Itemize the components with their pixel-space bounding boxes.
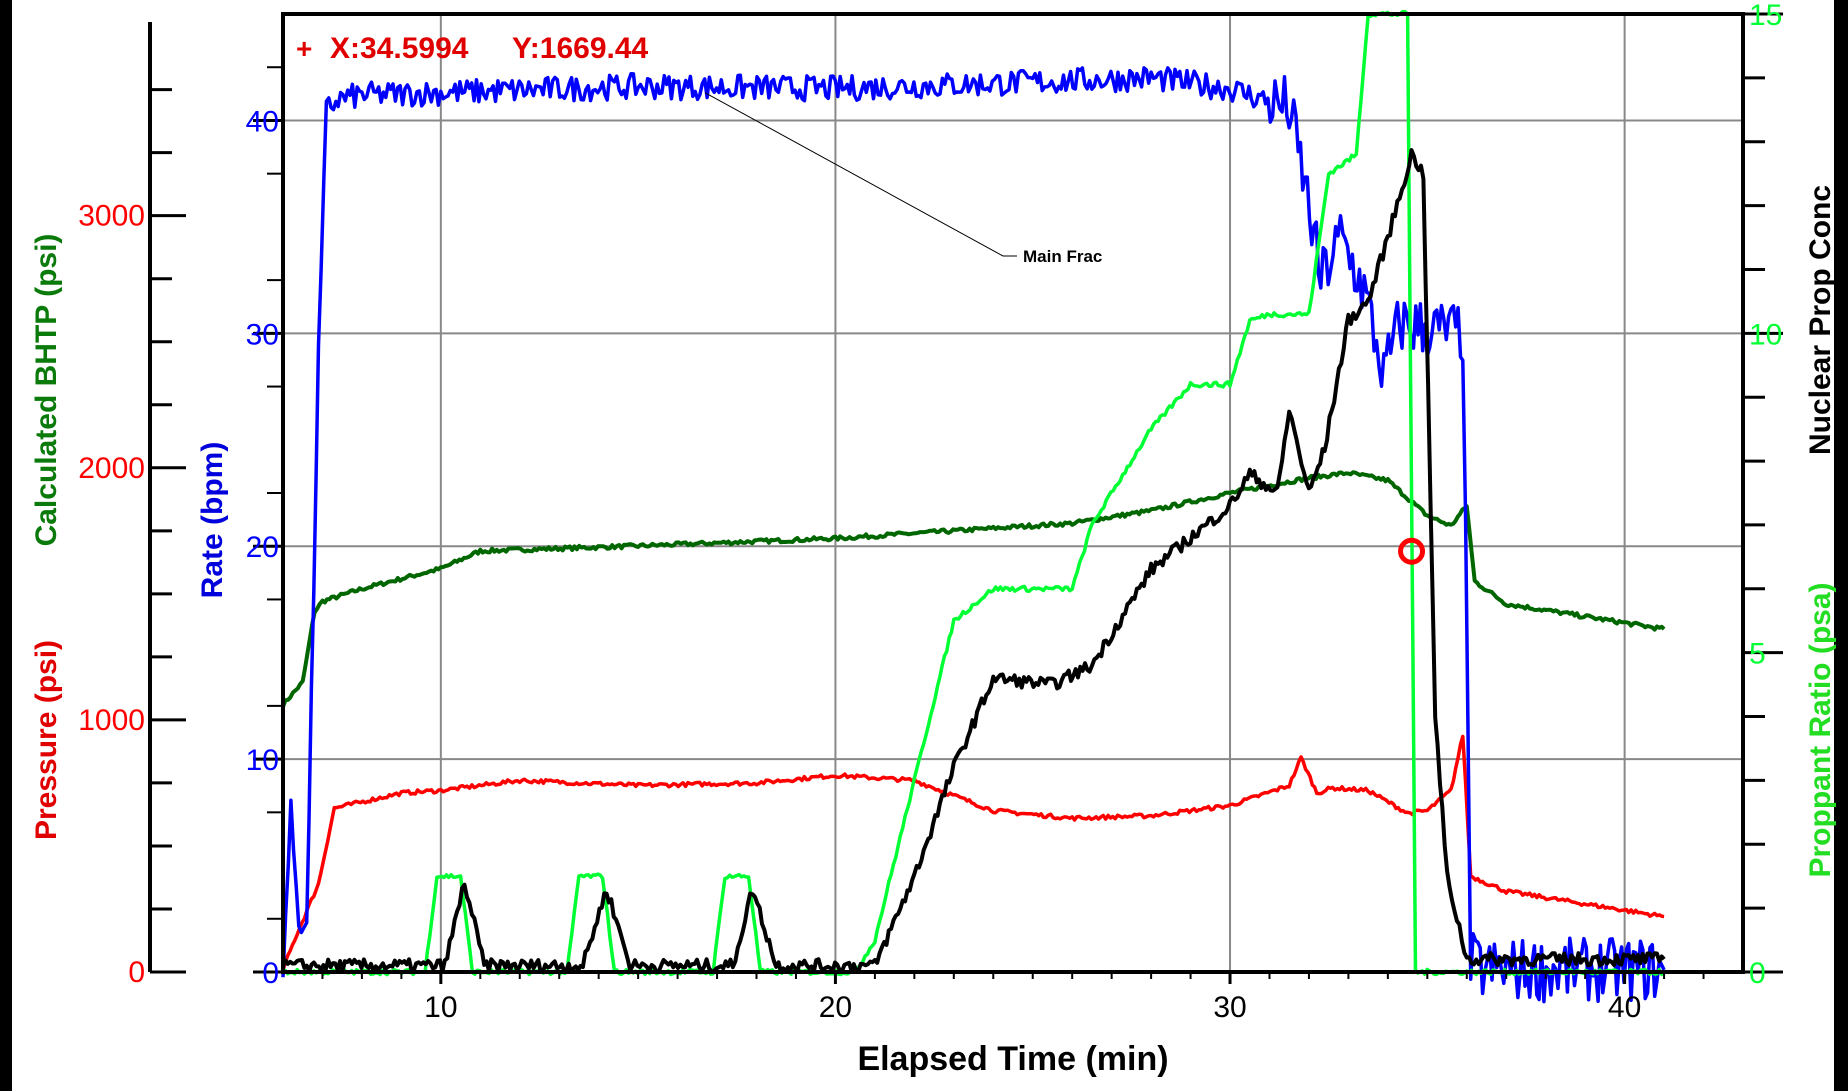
rate-tick-label: 40 (246, 105, 279, 138)
bhtp-axis-title: Calculated BHTP (psi) (30, 234, 63, 547)
main-frac-annotation: Main Frac (1023, 247, 1102, 266)
proppant-ratio-axis-title: Proppant Ratio (psa) (1804, 582, 1837, 877)
pressure-axis-title: Pressure (psi) (30, 640, 63, 840)
rate-axis-title: Rate (bpm) (196, 442, 229, 599)
pressure-tick-label: 2000 (78, 452, 145, 485)
cursor-x-readout: X:34.5994 (330, 32, 469, 65)
nuclear-prop-conc-axis-title: Nuclear Prop Conc (1804, 185, 1837, 455)
cursor-marker-circle (1398, 537, 1426, 565)
rate-series-line (281, 66, 1666, 1004)
plot-frame (281, 12, 1745, 974)
proppant-ratio-tick-label: 15 (1749, 0, 1782, 32)
annotation-leader-line (704, 92, 1017, 257)
x-tick-label: 30 (1213, 991, 1246, 1024)
rate-tick-label: 0 (262, 957, 279, 990)
rate-tick-label: 20 (246, 531, 279, 564)
x-axis-title: Elapsed Time (min) (857, 1040, 1168, 1078)
bhtp-series-line (281, 470, 1666, 708)
x-tick-label: 40 (1608, 991, 1641, 1024)
pressure-tick-label: 1000 (78, 704, 145, 737)
nuclear-prop-conc-series-line (281, 148, 1666, 974)
proppant-ratio-tick-label: 0 (1749, 957, 1766, 990)
proppant-ratio-tick-label: 10 (1749, 318, 1782, 351)
pressure-tick-label: 3000 (78, 200, 145, 233)
rate-tick-label: 30 (246, 318, 279, 351)
x-tick-label: 20 (819, 991, 852, 1024)
x-tick-label: 10 (424, 991, 457, 1024)
pressure-series-line (281, 734, 1665, 971)
pressure-tick-label: 0 (128, 956, 145, 989)
cursor-marker: + (296, 33, 312, 64)
rate-tick-label: 10 (246, 744, 279, 777)
cursor-y-readout: Y:1669.44 (512, 32, 649, 65)
proppant-ratio-tick-label: 5 (1749, 638, 1766, 671)
